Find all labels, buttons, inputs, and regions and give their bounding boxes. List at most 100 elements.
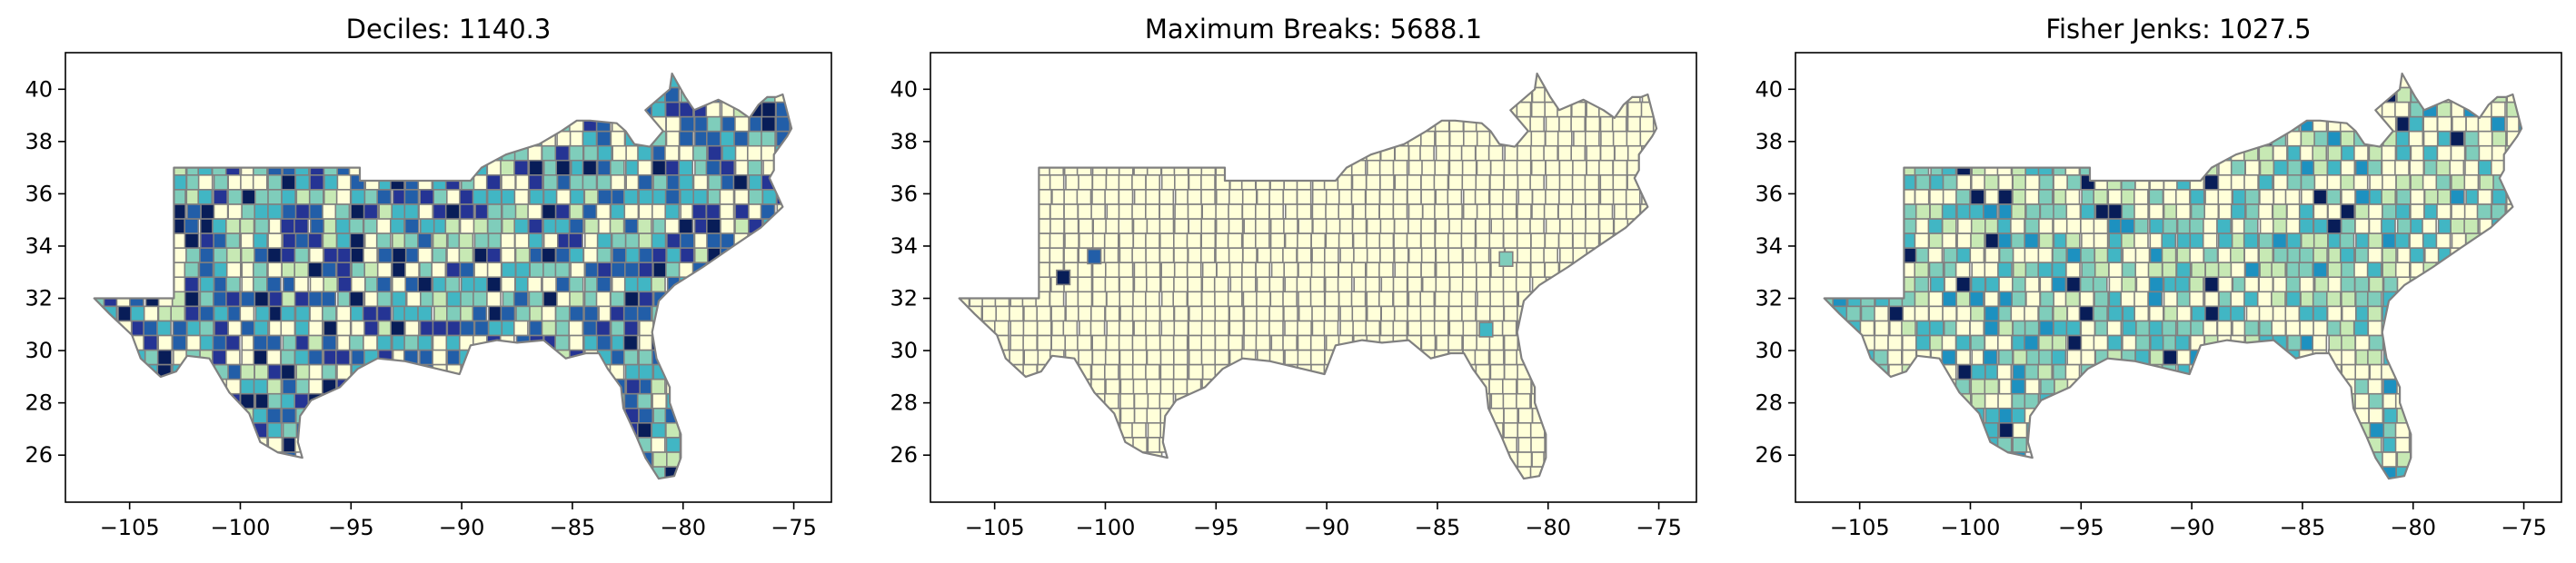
county [2340, 218, 2356, 234]
county [2094, 262, 2110, 279]
county [568, 276, 584, 293]
county [2230, 173, 2246, 191]
county [308, 189, 324, 205]
county [225, 218, 241, 234]
county [1283, 173, 1299, 191]
county [1282, 247, 1298, 263]
county [2189, 276, 2204, 293]
county [610, 203, 626, 220]
county [1955, 247, 1972, 263]
county [460, 276, 476, 293]
county [2341, 291, 2356, 308]
county [212, 334, 228, 351]
county [1407, 173, 1422, 191]
y-tick-label: 32 [1755, 286, 1783, 311]
county [1187, 203, 1203, 220]
county [2451, 203, 2466, 220]
county [1131, 451, 1148, 468]
county [2065, 203, 2082, 220]
county [1584, 189, 1600, 205]
county [2024, 173, 2041, 191]
county [1545, 173, 1561, 191]
county [2243, 247, 2260, 263]
county [596, 173, 612, 191]
county [1557, 203, 1573, 220]
county [1406, 232, 1422, 249]
county [1270, 363, 1287, 380]
county [1310, 262, 1327, 279]
county [1173, 262, 1189, 279]
county [2204, 189, 2221, 205]
county [2203, 203, 2220, 220]
county [636, 276, 652, 293]
county [186, 320, 202, 337]
x-tick-label: −75 [1636, 515, 1682, 540]
county [2094, 173, 2110, 191]
county [486, 218, 502, 234]
county [419, 349, 434, 366]
county [1091, 276, 1108, 293]
county [1558, 159, 1575, 176]
county [705, 262, 721, 279]
county [432, 276, 448, 293]
county [238, 144, 254, 162]
county [542, 115, 558, 133]
county [1886, 173, 1903, 191]
county [595, 101, 612, 118]
county [335, 262, 352, 279]
county [2189, 247, 2205, 263]
county [444, 173, 461, 191]
county [1435, 262, 1451, 279]
county [1366, 232, 1381, 249]
county [240, 232, 256, 249]
county [321, 305, 337, 322]
county [1159, 189, 1175, 205]
county [719, 203, 735, 220]
county [472, 173, 489, 191]
county [101, 276, 117, 293]
county [2340, 159, 2356, 176]
county [184, 276, 200, 293]
county [1886, 349, 1903, 366]
county [1187, 276, 1203, 293]
county [2038, 218, 2054, 234]
county [2038, 305, 2054, 322]
county [336, 173, 353, 191]
county [293, 291, 310, 308]
county [554, 334, 570, 351]
county [582, 247, 599, 263]
county [1984, 262, 2000, 279]
county [403, 232, 420, 249]
county [679, 189, 695, 205]
county [2396, 247, 2412, 263]
county [254, 189, 270, 205]
county [377, 247, 393, 263]
county [1296, 189, 1312, 205]
county [390, 320, 406, 337]
county [1146, 349, 1162, 366]
county [1914, 262, 1930, 279]
county [157, 232, 173, 249]
county [1941, 334, 1957, 351]
county [184, 305, 200, 322]
county [1298, 218, 1313, 234]
county [541, 203, 557, 220]
county [2381, 144, 2397, 162]
county [1309, 291, 1326, 308]
county [2188, 159, 2204, 176]
county [719, 189, 735, 205]
county [748, 232, 764, 249]
county [337, 276, 353, 293]
county [637, 173, 653, 191]
county [1392, 159, 1408, 176]
county [2258, 144, 2274, 162]
county [541, 320, 557, 337]
county [2039, 291, 2055, 308]
county [1145, 363, 1160, 380]
county [308, 247, 324, 263]
county [1597, 203, 1614, 220]
county [156, 349, 173, 366]
county [323, 189, 339, 205]
county [1186, 262, 1202, 279]
county [2038, 144, 2054, 162]
